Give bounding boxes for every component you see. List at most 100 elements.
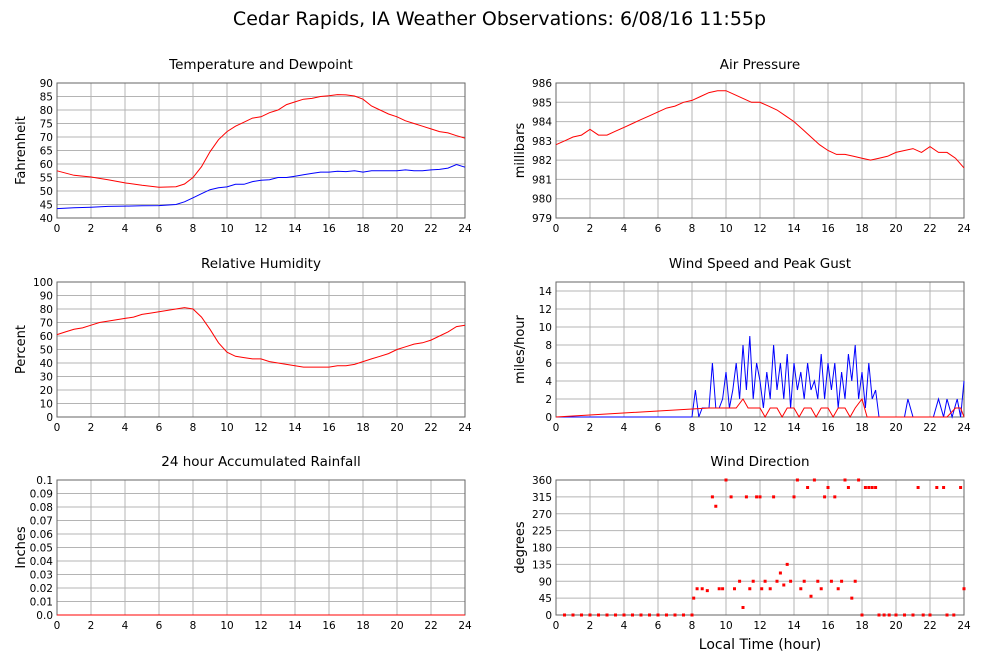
x-tick-label: 10 — [719, 422, 732, 434]
x-tick-label: 22 — [923, 620, 936, 632]
x-tick-label: 6 — [156, 422, 163, 434]
y-tick-label: 0 — [545, 610, 552, 622]
y-tick-label: 14 — [539, 286, 553, 298]
x-tick-label: 24 — [957, 422, 971, 434]
x-tick-label: 2 — [88, 620, 95, 632]
data-point — [846, 486, 850, 489]
data-point — [695, 587, 699, 591]
data-point — [721, 587, 725, 591]
data-point — [690, 613, 694, 617]
y-tick-label: 0.08 — [30, 502, 53, 514]
data-point — [751, 579, 755, 583]
x-tick-label: 12 — [753, 422, 766, 434]
x-tick-label: 2 — [88, 422, 95, 434]
data-point — [853, 579, 857, 583]
y-tick-label: 360 — [532, 475, 552, 487]
x-tick-label: 22 — [923, 223, 936, 235]
x-tick-label: 10 — [719, 620, 732, 632]
data-point — [952, 613, 956, 617]
data-point — [768, 587, 772, 591]
y-tick-label: 65 — [40, 146, 53, 158]
data-point — [942, 486, 946, 489]
x-tick-label: 22 — [424, 223, 437, 235]
y-tick-label: 45 — [539, 593, 552, 605]
data-point — [724, 478, 728, 482]
data-point — [622, 613, 626, 617]
y-tick-label: 0.02 — [30, 583, 53, 595]
x-tick-label: 24 — [957, 620, 971, 632]
y-tick-label: 4 — [545, 376, 552, 388]
x-tick-label: 0 — [553, 223, 560, 235]
y-tick-label: 75 — [40, 119, 53, 131]
data-point — [563, 613, 566, 617]
y-axis-label: Inches — [14, 526, 29, 568]
y-tick-label: 979 — [532, 213, 552, 225]
data-point — [833, 495, 837, 499]
data-point — [836, 587, 840, 591]
x-tick-label: 14 — [787, 223, 801, 235]
x-tick-label: 18 — [356, 620, 369, 632]
data-point — [763, 579, 767, 583]
data-point — [744, 495, 748, 499]
y-tick-label: 40 — [40, 358, 53, 370]
x-tick-label: 24 — [458, 620, 472, 632]
data-point — [580, 613, 583, 617]
y-axis-label: Fahrenheit — [14, 116, 29, 185]
x-tick-label: 0 — [553, 620, 560, 632]
y-tick-label: 70 — [40, 318, 53, 330]
y-tick-label: 6 — [545, 358, 552, 370]
x-tick-label: 22 — [424, 620, 437, 632]
y-tick-label: 2 — [545, 394, 552, 406]
data-point — [921, 613, 925, 617]
data-point — [758, 495, 762, 499]
data-point — [894, 613, 898, 617]
x-tick-label: 0 — [553, 422, 560, 434]
x-tick-label: 18 — [855, 422, 868, 434]
data-point — [916, 486, 920, 489]
data-point — [717, 587, 721, 591]
data-point — [928, 613, 932, 617]
y-tick-label: 0.1 — [36, 475, 53, 487]
y-tick-label: 100 — [33, 277, 53, 289]
data-point — [962, 587, 966, 591]
data-point — [772, 495, 776, 499]
x-tick-label: 18 — [855, 223, 868, 235]
x-tick-label: 14 — [288, 223, 302, 235]
x-tick-label: 24 — [957, 223, 971, 235]
data-point — [760, 587, 764, 591]
data-point — [802, 579, 806, 583]
plot-frame — [555, 479, 965, 616]
data-point — [823, 495, 827, 499]
data-point — [843, 478, 847, 482]
series-line-1 — [556, 335, 965, 419]
x-tick-label: 12 — [753, 620, 766, 632]
x-tick-label: 6 — [156, 223, 163, 235]
x-tick-label: 16 — [821, 620, 835, 632]
data-point — [789, 579, 793, 583]
data-point — [826, 486, 830, 489]
x-tick-label: 24 — [458, 422, 472, 434]
y-tick-label: 90 — [40, 78, 53, 90]
x-tick-label: 6 — [655, 223, 662, 235]
y-tick-label: 90 — [40, 291, 53, 303]
x-tick-label: 10 — [220, 223, 233, 235]
y-tick-label: 0.0 — [36, 610, 53, 622]
x-tick-label: 20 — [889, 620, 902, 632]
x-tick-label: 12 — [254, 620, 267, 632]
data-point — [605, 613, 609, 617]
x-tick-label: 2 — [587, 422, 594, 434]
y-tick-label: 20 — [40, 385, 53, 397]
x-tick-label: 14 — [787, 620, 801, 632]
data-point — [887, 613, 891, 617]
y-tick-label: 0.03 — [30, 570, 53, 582]
y-tick-label: 90 — [539, 576, 552, 588]
y-tick-label: 0.01 — [30, 597, 53, 609]
y-tick-label: 60 — [40, 331, 53, 343]
data-point — [665, 613, 668, 617]
y-tick-label: 225 — [532, 526, 552, 538]
plot-frame — [56, 82, 466, 219]
x-tick-label: 14 — [288, 422, 302, 434]
y-tick-label: 180 — [532, 543, 552, 555]
y-tick-label: 80 — [40, 304, 53, 316]
